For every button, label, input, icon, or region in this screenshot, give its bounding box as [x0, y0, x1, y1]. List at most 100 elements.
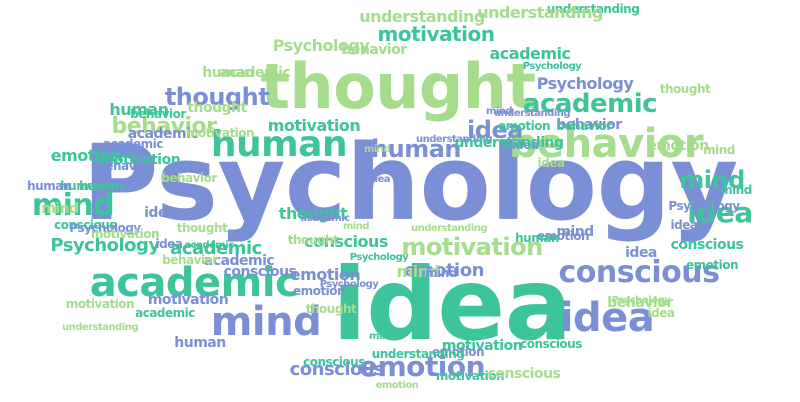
cloud-word-idea: idea	[559, 295, 655, 341]
cloud-word-emotion: emotion	[536, 229, 590, 243]
cloud-word-human: human	[27, 179, 71, 193]
cloud-word-understanding: understanding	[359, 7, 485, 26]
cloud-word-mind: mind	[720, 183, 752, 197]
cloud-word-motivation: motivation	[441, 338, 523, 354]
cloud-word-academic: academic	[135, 306, 195, 320]
cloud-word-thought: thought	[164, 83, 270, 111]
cloud-word-conscious: conscious	[223, 264, 297, 280]
cloud-word-idea: idea	[670, 218, 698, 232]
cloud-word-understanding: understanding	[454, 135, 564, 151]
cloud-word-conscious: conscious	[670, 237, 744, 253]
cloud-word-academic: academic	[170, 238, 262, 259]
cloud-word-mind: mind	[485, 106, 513, 117]
cloud-word-psychology: Psychology	[319, 279, 379, 290]
cloud-word-academic: academic	[184, 240, 234, 251]
cloud-word-understanding: understanding	[477, 3, 603, 22]
cloud-word-behavior: behavior	[607, 295, 673, 311]
cloud-word-understanding: understanding	[371, 347, 465, 361]
cloud-word-motivation: motivation	[185, 126, 255, 140]
cloud-word-behavior: behavior	[556, 117, 622, 133]
cloud-word-behavior: behavior	[556, 119, 612, 133]
cloud-word-emotion: emotion	[404, 260, 484, 281]
cloud-word-idea: idea	[144, 205, 176, 221]
cloud-word-psychology: Psychology	[349, 252, 409, 263]
cloud-word-academic: academic	[203, 253, 275, 269]
cloud-word-behavior: behavior	[161, 171, 217, 185]
cloud-word-emotion: emotion	[375, 380, 419, 391]
cloud-word-mind: mind	[210, 299, 322, 345]
cloud-word-psychology: Psychology	[522, 61, 582, 72]
cloud-word-understanding: understanding	[61, 322, 139, 333]
cloud-word-motivation: motivation	[377, 22, 495, 46]
cloud-word-academic: academic	[89, 260, 299, 306]
cloud-word-idea: idea	[467, 116, 523, 144]
cloud-word-understanding: understanding	[415, 134, 493, 145]
cloud-word-mind: mind	[342, 221, 370, 232]
cloud-word-idea: idea	[155, 237, 183, 251]
cloud-word-thought: thought	[176, 221, 228, 235]
cloud-word-mind: mind	[703, 143, 735, 157]
cloud-word-conscious: conscious	[304, 232, 388, 251]
cloud-word-thought: thought	[305, 302, 357, 316]
cloud-word-emotion: emotion	[497, 119, 551, 133]
cloud-word-mind: mind	[363, 144, 391, 155]
cloud-word-psychology: Psychology	[50, 235, 160, 256]
cloud-word-idea: idea	[647, 306, 675, 320]
cloud-word-understanding: understanding	[410, 223, 488, 234]
cloud-word-conscious: conscious	[54, 218, 116, 232]
cloud-word-mind: mind	[41, 201, 79, 217]
cloud-word-emotion: emotion	[292, 284, 346, 298]
cloud-word-human: human	[515, 231, 559, 245]
cloud-word-emotion: emotion	[685, 258, 739, 272]
cloud-word-academic: academic	[522, 89, 658, 119]
cloud-word-human: human	[60, 179, 104, 193]
cloud-word-idea: idea	[332, 246, 572, 363]
cloud-word-idea: idea	[367, 174, 391, 185]
cloud-word-motivation: motivation	[267, 116, 361, 135]
cloud-word-behavior: behavior	[97, 159, 153, 173]
cloud-word-conscious: conscious	[558, 255, 721, 290]
cloud-word-human: human	[202, 65, 254, 81]
cloud-word-behavior: behavior	[508, 121, 704, 167]
cloud-word-conscious: conscious	[303, 355, 365, 369]
cloud-word-human: human	[210, 124, 348, 165]
cloud-word-idea: idea	[625, 245, 657, 261]
cloud-word-behavior: behavior	[111, 114, 217, 139]
cloud-word-mind: mind	[396, 262, 441, 281]
cloud-word-mind: mind	[679, 166, 745, 194]
cloud-word-psychology: Psychology	[536, 74, 634, 93]
cloud-word-motivation: motivation	[435, 369, 505, 383]
cloud-word-psychology: Psychology	[668, 199, 740, 213]
cloud-word-psychology: Psychology	[611, 295, 671, 306]
cloud-word-emotion: emotion	[358, 350, 486, 383]
cloud-word-psychology: Psychology	[69, 221, 141, 235]
cloud-word-thought: thought	[659, 82, 711, 96]
cloud-word-thought: thought	[187, 100, 247, 116]
cloud-word-human: human	[109, 100, 169, 119]
cloud-word-thought: thought	[287, 233, 339, 247]
cloud-word-mind: mind	[425, 266, 457, 280]
cloud-word-understanding: understanding	[546, 2, 640, 16]
cloud-word-emotion: emotion	[50, 146, 122, 165]
cloud-word-academic: academic	[103, 137, 163, 151]
cloud-word-thought: thought	[278, 204, 348, 223]
cloud-word-human: human	[79, 179, 123, 193]
cloud-word-human: human	[371, 135, 461, 163]
cloud-word-idea: idea	[537, 156, 565, 170]
cloud-word-emotion: emotion	[289, 265, 361, 284]
cloud-word-mind: mind	[556, 224, 594, 240]
cloud-word-psychology: Psychology	[272, 36, 370, 55]
cloud-word-motivation: motivation	[65, 297, 135, 311]
cloud-word-psychology: Psychology	[82, 122, 738, 244]
cloud-word-thought: thought	[260, 50, 536, 123]
cloud-word-behavior: behavior	[341, 42, 407, 58]
cloud-word-motivation: motivation	[401, 233, 543, 261]
cloud-word-motivation: motivation	[147, 292, 229, 308]
cloud-word-conscious: conscious	[289, 359, 385, 380]
cloud-word-emotion: emotion	[431, 345, 485, 359]
cloud-word-mind: mind	[31, 188, 115, 223]
cloud-word-behavior: behavior	[162, 253, 218, 267]
cloud-word-academic: academic	[219, 65, 291, 81]
cloud-word-academic: academic	[127, 126, 199, 142]
